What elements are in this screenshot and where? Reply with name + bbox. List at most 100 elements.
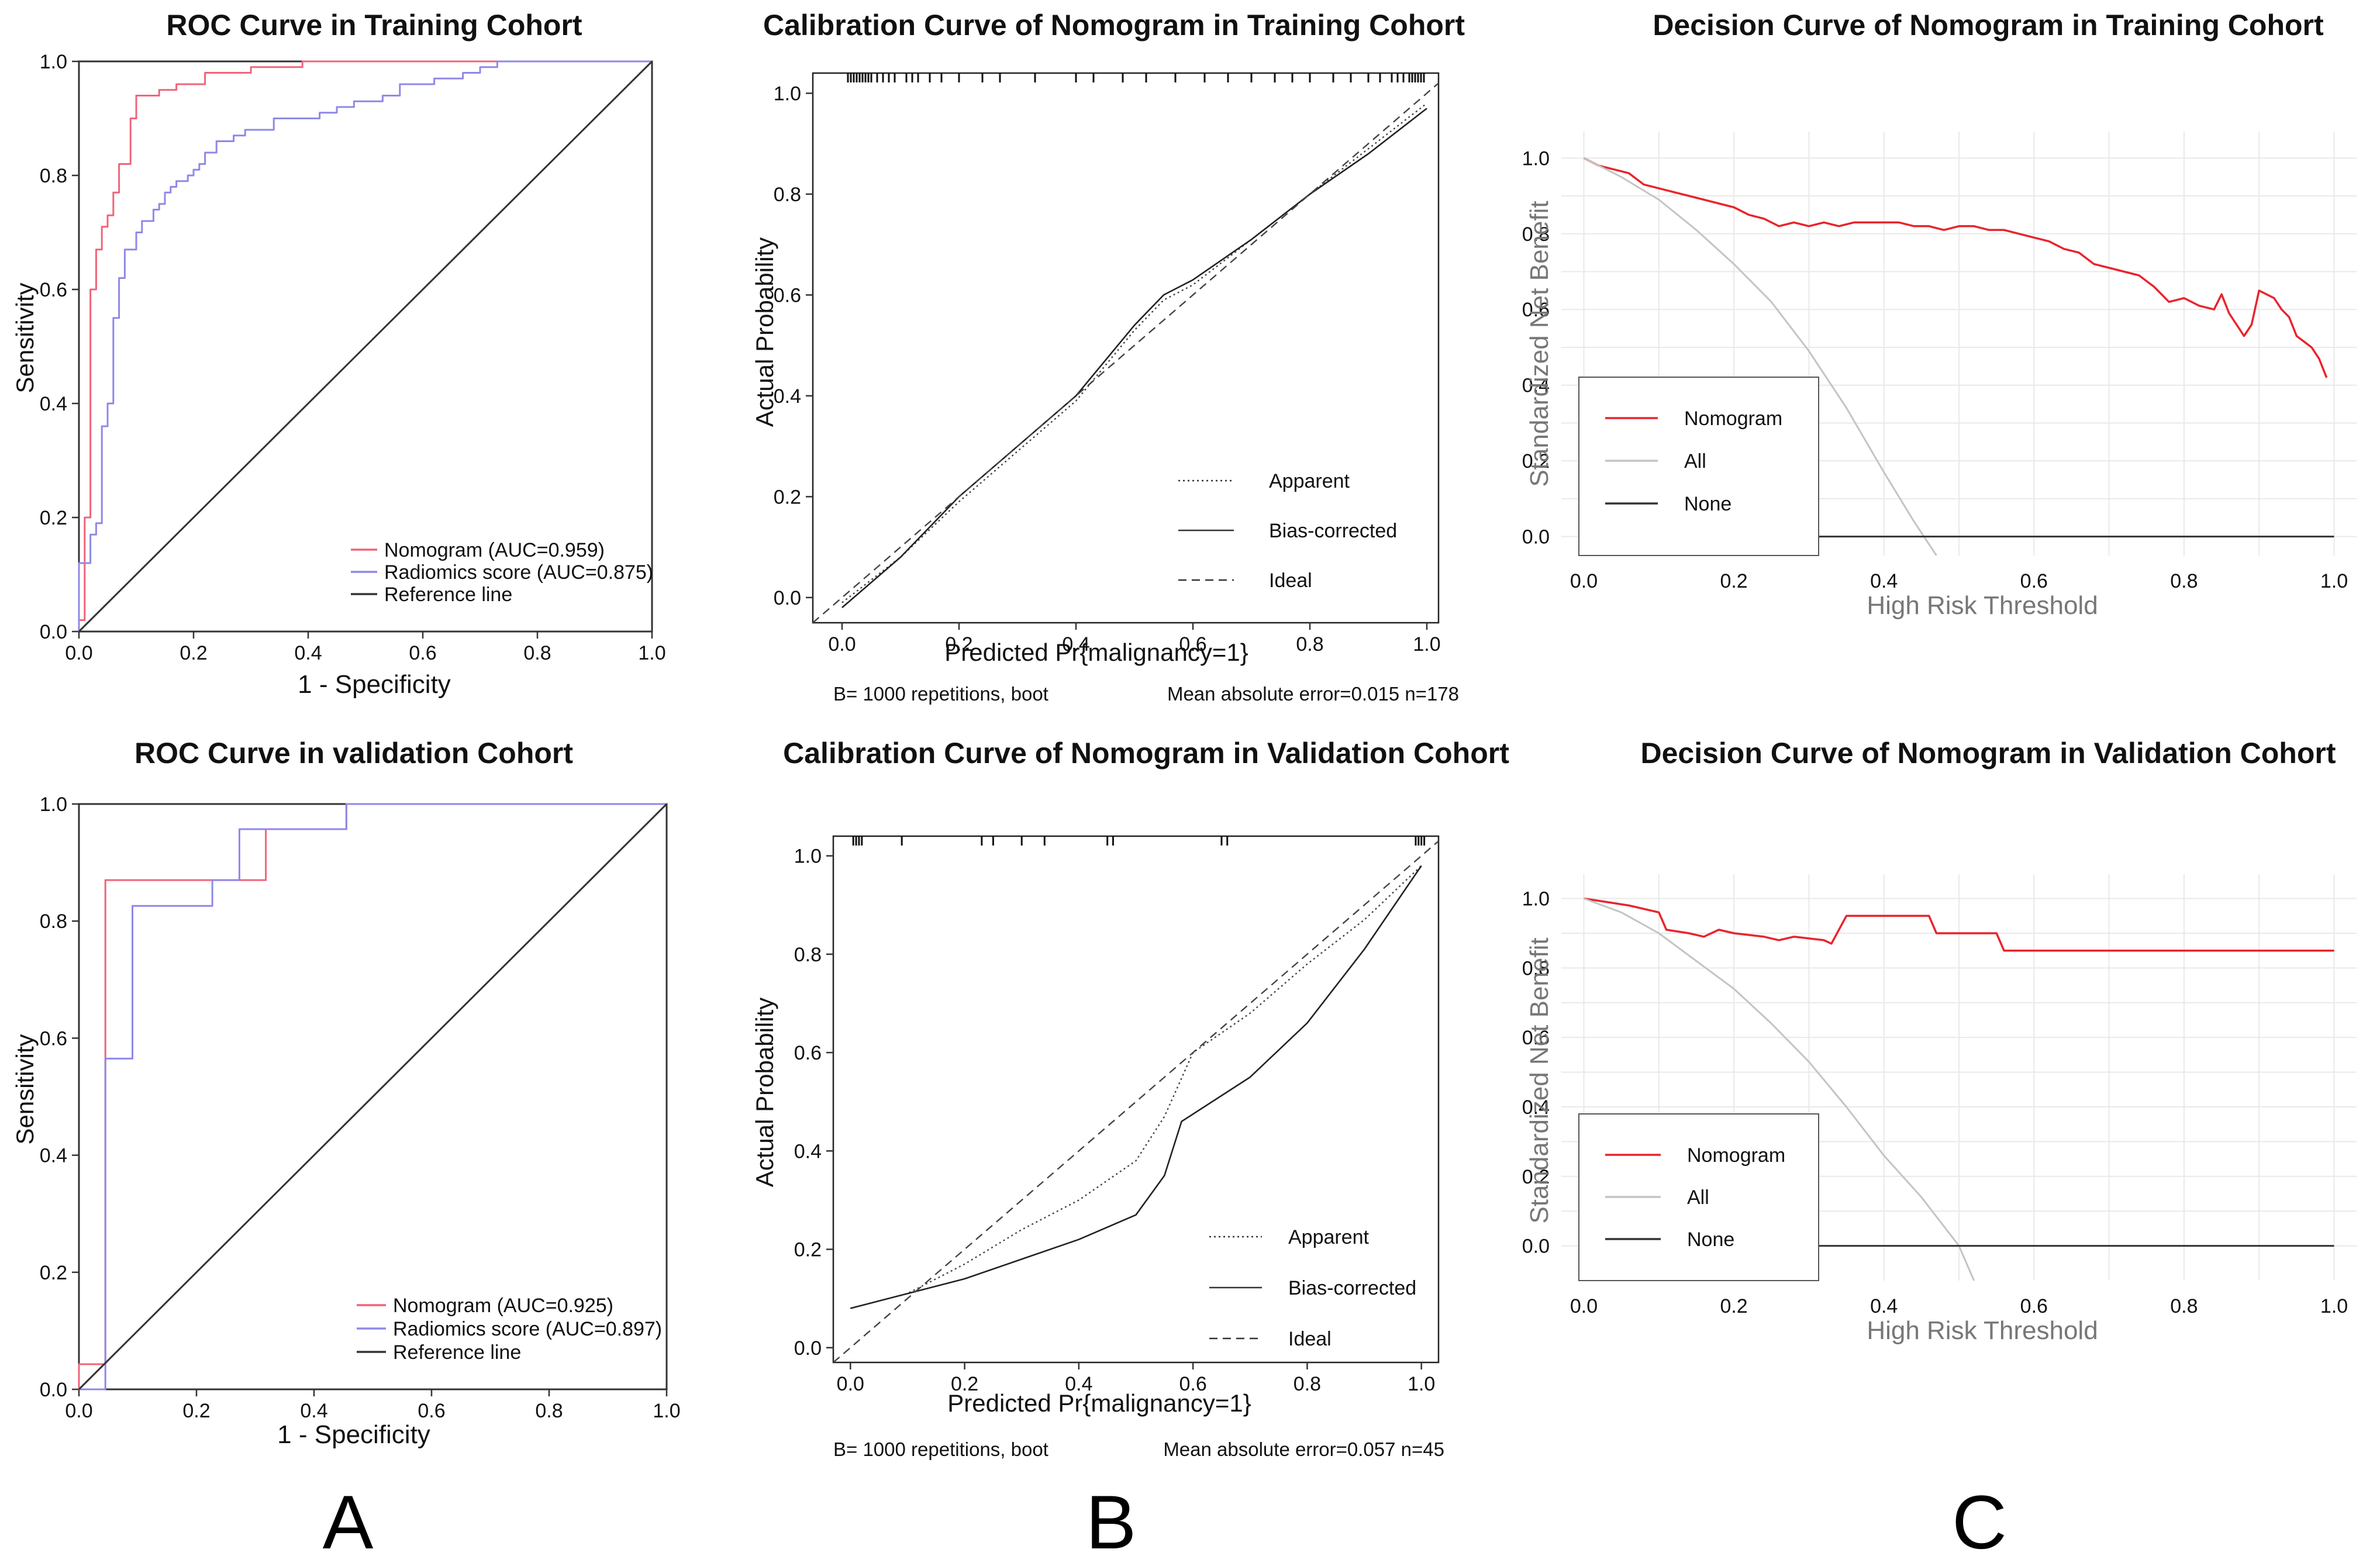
series-line-all [1583,898,1975,1281]
y-tick-label: 0.2 [40,1262,67,1284]
series-line-all [1583,157,1937,556]
y-tick-label: 0.0 [1522,1236,1550,1258]
footnote-right: Mean absolute error=0.015 n=178 [1167,683,1459,705]
x-tick-label: 1.0 [638,642,665,664]
series-line-reference [78,60,653,633]
title-roc-training: ROC Curve in Training Cohort [166,9,582,42]
legend: Nomogram (AUC=0.959)Radiomics score (AUC… [351,539,653,606]
y-tick-label: 0.8 [774,184,801,206]
legend-label: Bias-corrected [1288,1277,1416,1299]
x-tick-label: 1.0 [2320,570,2348,592]
series-line-radiomics [78,60,652,632]
x-tick-label: 0.4 [300,1400,327,1422]
footnote-right: Mean absolute error=0.057 n=45 [1163,1438,1444,1460]
legend: Apparent Bias-corrected Ideal [1209,1226,1416,1350]
y-tick-label: 0.2 [794,1239,822,1261]
x-tick-label: 0.2 [951,1373,978,1395]
x-tick-label: 0.2 [180,642,207,664]
roc-validation-chart: 0.00.0 0.2 0.2 0.4 0.4 0.6 0.6 0.8 0.8 1.0 1.0 1 - … [11,793,681,1449]
legend-label: Ideal [1288,1328,1332,1350]
footnote-left: B= 1000 repetitions, boot [833,1438,1048,1460]
y-tick-label: 1.0 [1522,147,1550,170]
legend: Nomogram All None [1578,1113,1819,1281]
x-tick-label: 0.0 [65,642,92,664]
series-line-nomogram [78,60,652,632]
x-tick-label: 0.4 [1870,1295,1898,1317]
panel-letter-c: C [1952,1479,2007,1563]
y-tick-label: 0.4 [40,393,67,415]
y-tick-label: 0.8 [794,944,822,966]
y-axis-label: Sensitivity [11,1034,39,1144]
legend-label: Apparent [1288,1226,1370,1248]
y-tick-label: 0.2 [40,507,67,529]
y-axis-label: Actual Probability [751,998,778,1188]
legend-label: Nomogram [1684,408,1782,430]
x-axis-label: High Risk Threshold [1867,1316,2098,1345]
x-tick-label: 0.4 [1062,633,1089,655]
y-tick-label: 0.6 [794,1042,822,1064]
y-tick-label: 0.4 [1522,375,1550,397]
legend-label: All [1687,1186,1709,1209]
x-tick-label: 0.2 [182,1400,210,1422]
x-tick-label: 0.8 [2170,570,2198,592]
x-tick-label: 1.0 [1408,1373,1435,1395]
calibration-validation-chart: 0.0 0.0 0.2 0.2 0.4 0.4 0.6 0.6 0.8 0.8 1.0 1.0 Pred… [751,835,1444,1460]
legend: Nomogram All None [1578,377,1819,556]
y-tick-label: 0.0 [40,1379,67,1401]
plot-frame [812,72,1440,624]
y-axis-label: Standardized Net Benefit [1525,201,1554,487]
x-tick-label: 0.4 [1065,1373,1092,1395]
title-decision-training: Decision Curve of Nomogram in Training C… [1653,9,2324,42]
x-tick-label: 0.6 [409,642,436,664]
decision-validation-chart: 0.0 0.0 0.2 0.2 0.4 0.4 0.6 0.6 0.8 0.8 1.0 1.0 High… [1522,874,2357,1345]
legend-label: Ideal [1269,570,1312,592]
x-tick-label: 1.0 [1413,633,1440,655]
legend-label: Nomogram (AUC=0.925) [393,1295,613,1317]
y-axis-label: Sensitivity [11,282,39,393]
legend-label: Reference line [384,584,512,606]
legend-label: Radiomics score (AUC=0.875) [384,561,653,584]
series-line-nomogram [1584,897,2334,952]
y-tick-label: 0.4 [774,385,801,408]
x-tick-label: 0.2 [1720,570,1747,592]
y-tick-label: 0.8 [40,910,67,933]
y-tick-label: 0.0 [40,621,67,643]
y-tick-label: 1.0 [40,51,67,73]
x-tick-label: 0.4 [1870,570,1898,592]
legend-label: All [1684,450,1706,472]
series-line-bias-corrected [850,865,1422,1309]
y-tick-label: 0.4 [40,1145,67,1167]
x-tick-label: 0.8 [1294,1373,1321,1395]
y-tick-label: 0.0 [774,587,801,609]
series-line-apparent [850,865,1422,1309]
x-tick-label: 0.6 [418,1400,445,1422]
legend-box [1578,377,1819,556]
y-tick-label: 0.6 [40,279,67,301]
y-axis-label: Actual Probability [751,237,778,427]
x-tick-label: 0.8 [523,642,551,664]
legend-label: Reference line [393,1341,521,1364]
legend-label: Radiomics score (AUC=0.897) [393,1318,662,1340]
decision-training-chart: 0.0 0.0 0.2 0.2 0.4 0.4 0.6 0.6 0.8 0.8 1.0 1.0 High… [1522,132,2357,620]
title-roc-validation: ROC Curve in validation Cohort [134,737,573,770]
legend-label: None [1684,493,1731,515]
x-tick-label: 0.2 [1720,1295,1747,1317]
x-tick-label: 0.6 [1179,633,1206,655]
y-tick-label: 1.0 [774,82,801,105]
legend-label: Bias-corrected [1269,520,1397,542]
title-calibration-training: Calibration Curve of Nomogram in Trainin… [763,9,1465,42]
x-tick-label: 0.6 [1179,1373,1207,1395]
series-line-ideal [812,82,1439,623]
legend-label: None [1687,1229,1734,1251]
legend-label: Apparent [1269,470,1350,492]
x-axis-label: 1 - Specificity [298,670,451,699]
x-tick-label: 0.4 [294,642,322,664]
x-axis-label: Predicted Pr{malignancy=1} [947,1389,1251,1417]
x-tick-label: 0.8 [535,1400,563,1422]
legend-label: Nomogram [1687,1144,1785,1167]
y-tick-label: 0.4 [794,1140,822,1162]
series-line-reference [78,803,668,1391]
y-tick-label: 0.8 [40,165,67,187]
